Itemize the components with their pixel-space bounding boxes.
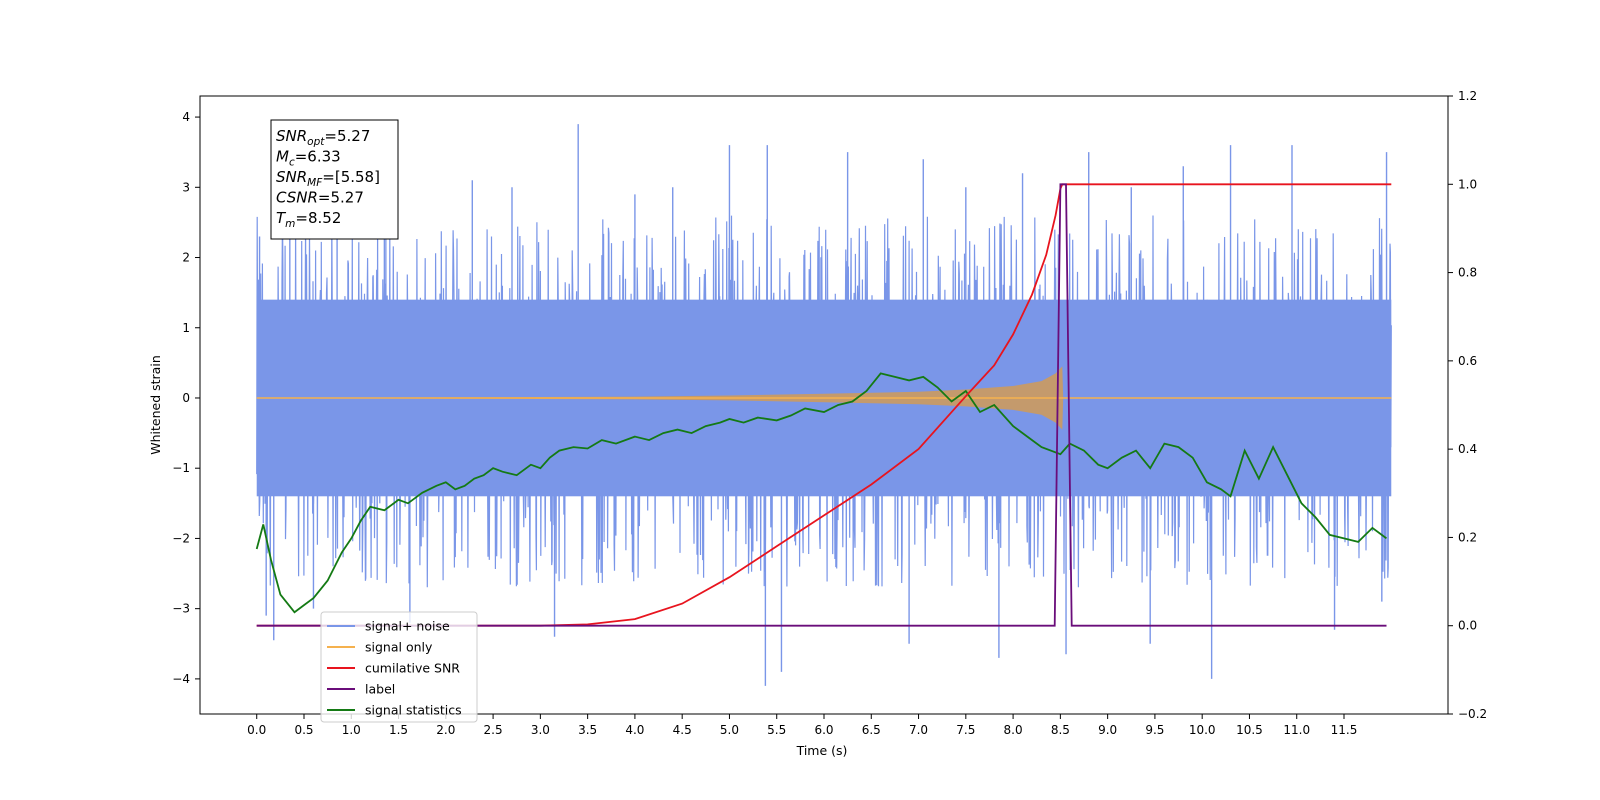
x-tick-label: 10.5 (1236, 723, 1263, 737)
legend-entry: signal only (365, 640, 433, 655)
legend-entry: signal statistics (365, 703, 462, 718)
x-tick-label: 0.5 (294, 723, 313, 737)
y-axis-label: Whitened strain (148, 355, 163, 454)
annotation-line: SNRMF=[5.58] (276, 168, 380, 189)
legend-entry: signal+ noise (365, 619, 450, 634)
annotation-line: Mc=6.33 (276, 148, 341, 169)
y-tick-label: 2 (182, 251, 190, 265)
series-cumulative-snr-line (256, 183, 1392, 627)
x-tick-label: 5.5 (767, 723, 786, 737)
y-axis-right: −0.2 0.0 0.2 0.4 0.6 0.8 1.0 1.2 (1448, 89, 1487, 721)
x-tick-label: 5.0 (720, 723, 739, 737)
annotation-box-frame (270, 119, 399, 240)
y2-tick-label: 0.4 (1458, 442, 1477, 456)
x-tick-label: 3.0 (531, 723, 550, 737)
legend-entry: label (365, 682, 395, 697)
x-tick-label: 9.0 (1098, 723, 1117, 737)
y-tick-label: −2 (172, 531, 190, 545)
x-axis-label: Time (s) (796, 743, 848, 758)
y-tick-label: 4 (182, 110, 190, 124)
series-label-line (256, 183, 1387, 627)
series-signal-statistics-line (255, 372, 1388, 614)
y2-tick-label: 0.2 (1458, 530, 1477, 544)
legend-entry: cumilative SNR (365, 661, 460, 676)
legend-frame (320, 611, 478, 723)
x-tick-label: 11.5 (1331, 723, 1358, 737)
x-tick-label: 1.5 (389, 723, 408, 737)
y-tick-label: 1 (182, 321, 190, 335)
y-tick-label: −4 (172, 672, 190, 686)
y2-tick-label: 0.0 (1458, 619, 1477, 633)
x-tick-label: 6.5 (862, 723, 881, 737)
x-tick-label: 7.0 (909, 723, 928, 737)
x-tick-label: 2.0 (436, 723, 455, 737)
x-tick-label: 8.5 (1051, 723, 1070, 737)
x-tick-label: 8.0 (1004, 723, 1023, 737)
x-tick-label: 3.5 (578, 723, 597, 737)
y2-tick-label: 1.0 (1458, 177, 1477, 191)
y-tick-label: 0 (182, 391, 190, 405)
y-axis-left: −4 −3 −2 −1 0 1 2 3 4 (172, 110, 200, 686)
x-tick-label: 4.0 (625, 723, 644, 737)
annotation-line: CSNR=5.27 (276, 189, 364, 207)
y2-tick-label: 0.8 (1458, 266, 1477, 280)
annotation-line: SNRopt=5.27 (276, 127, 370, 148)
x-tick-label: 2.5 (484, 723, 503, 737)
x-axis: 0.0 0.5 1.0 1.5 2.0 2.5 3.0 3.5 4.0 4.5 5.0 5.5 6.0 6… (247, 714, 1357, 737)
y-tick-label: −1 (172, 461, 190, 475)
legend: signal+ noise signal only cumilative SNR la… (320, 611, 478, 723)
y-tick-label: 3 (182, 180, 190, 194)
y2-tick-label: 0.6 (1458, 354, 1477, 368)
y2-tick-label: −0.2 (1458, 707, 1487, 721)
x-tick-label: 4.5 (673, 723, 692, 737)
annotation-line: Tm=8.52 (276, 209, 341, 230)
y2-tick-label: 1.2 (1458, 89, 1477, 103)
plot-area (255, 124, 1392, 686)
x-tick-label: 10.0 (1189, 723, 1216, 737)
x-tick-label: 0.0 (247, 723, 266, 737)
x-tick-label: 6.0 (814, 723, 833, 737)
x-tick-label: 7.5 (956, 723, 975, 737)
y-tick-label: −3 (172, 602, 190, 616)
x-tick-label: 11.0 (1283, 723, 1310, 737)
x-tick-label: 9.5 (1145, 723, 1164, 737)
x-tick-label: 1.0 (342, 723, 361, 737)
